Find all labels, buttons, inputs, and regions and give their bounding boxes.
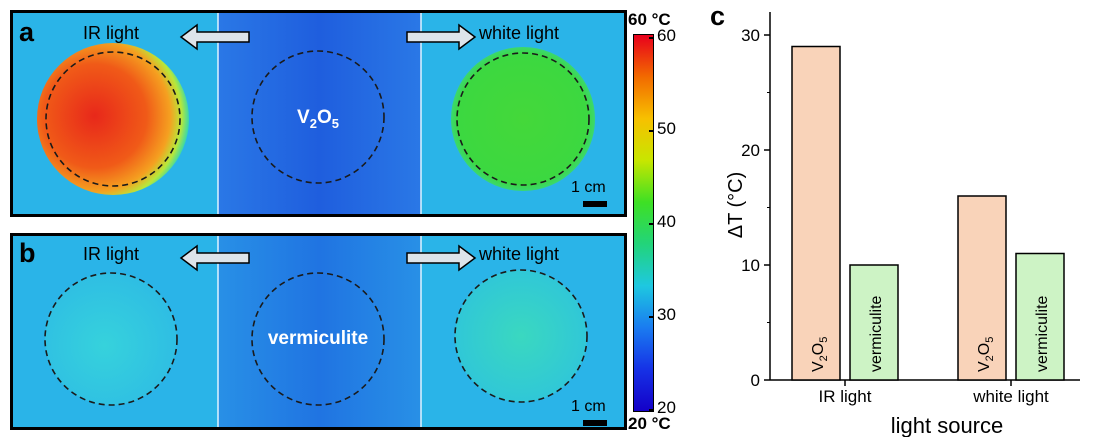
colorbar-tick-mark — [649, 130, 654, 132]
panel-letter-a: a — [19, 17, 35, 47]
bar-label: vermiculite — [1034, 295, 1051, 372]
panel-letter-b: b — [19, 238, 36, 268]
y-tick-label: 20 — [741, 141, 760, 160]
thermal-image-panel-a: a IR light white light V2O5 1 cm — [10, 10, 627, 217]
colorbar-tick-label: 50 — [657, 119, 676, 138]
bar-v2o5 — [791, 45, 841, 381]
thermal-image-b — [13, 236, 624, 427]
panel-letter-c: c — [710, 1, 725, 31]
colorbar-tick-label: 20 — [657, 398, 676, 417]
colorbar-tick-label: 60 — [657, 26, 676, 45]
thermal-image-a — [13, 13, 624, 214]
colorbar-top-label: 60 °C — [628, 10, 671, 29]
colorbar-tick-mark — [649, 316, 654, 318]
right-arrow-icon-b — [406, 244, 477, 272]
sample-outline-center — [251, 50, 385, 184]
x-tick-label: IR light — [819, 387, 872, 406]
bar-vermiculite — [849, 264, 899, 381]
bar-label: V2O5 — [810, 337, 830, 372]
scale-label-b: 1 cm — [571, 398, 606, 415]
scale-bar-b — [583, 420, 607, 426]
y-tick-label: 0 — [751, 371, 760, 390]
sample-outline-ir-b — [44, 272, 178, 406]
bar-vermiculite — [1015, 252, 1065, 381]
white-light-label-b: white light — [479, 244, 560, 264]
colorbar-tick-mark — [649, 223, 654, 225]
x-tick-label: white light — [972, 387, 1049, 406]
scale-bar-a — [583, 201, 607, 207]
colorbar-tick-label: 40 — [657, 212, 676, 231]
sample-outline-ir — [45, 51, 181, 187]
ir-light-label-b: IR light — [83, 244, 140, 264]
bar-v2o5 — [957, 195, 1007, 381]
x-axis-label: light source — [891, 413, 1004, 437]
white-light-label-a: white light — [479, 23, 560, 43]
left-arrow-icon — [179, 23, 250, 51]
delta-t-bar-chart: c 0 10 20 30 IR light white light V2O5 vermicu… — [710, 1, 1080, 437]
right-arrow-icon — [406, 23, 477, 51]
ir-light-label-a: IR light — [83, 23, 140, 43]
bar-label: vermiculite — [868, 295, 885, 372]
bar-label: V2O5 — [976, 337, 996, 372]
y-tick-label: 30 — [741, 26, 760, 45]
colorbar-tick-mark — [649, 409, 654, 411]
colorbar-tick-label: 30 — [657, 305, 676, 324]
y-axis-label: ΔT (°C) — [725, 172, 747, 239]
vermiculite-label: vermiculite — [267, 328, 369, 349]
sample-outline-center-b — [251, 272, 385, 406]
v2o5-label: V2O5 — [297, 107, 339, 131]
sample-outline-white-b — [454, 269, 588, 403]
left-arrow-icon-b — [179, 244, 250, 272]
y-tick-label: 10 — [741, 256, 760, 275]
thermal-image-panel-b: b IR light white light vermiculite 1 cm — [10, 233, 627, 430]
scale-label-a: 1 cm — [571, 179, 606, 196]
colorbar-bottom-label: 20 °C — [628, 414, 671, 433]
colorbar-tick-mark — [649, 37, 654, 39]
sample-outline-white — [456, 52, 590, 186]
